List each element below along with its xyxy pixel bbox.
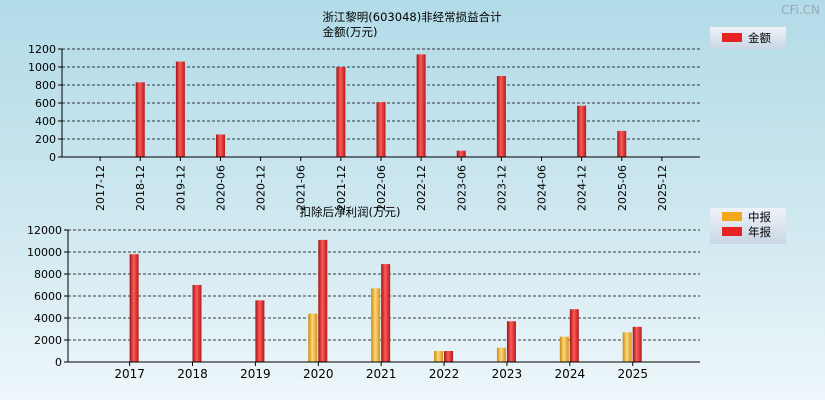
- chart2-bar-annual: [632, 326, 642, 362]
- chart1-xtick-label: 2021-06: [295, 165, 308, 211]
- chart2-xtick-label: 2023: [492, 367, 523, 381]
- chart1-ytick-label: 1000: [28, 61, 56, 74]
- chart1-xtick-label: 2019-12: [174, 165, 187, 211]
- chart2-ytick-label: 10000: [27, 246, 62, 259]
- chart2-ytick-label: 2000: [34, 334, 62, 347]
- chart2-bar-interim: [496, 347, 506, 362]
- chart2-xtick-label: 2019: [240, 367, 271, 381]
- chart2-title: 扣除后净利润(万元): [300, 205, 401, 219]
- chart1-xtick-label: 2023-06: [455, 165, 468, 211]
- chart1-xtick-label: 2017-12: [94, 165, 107, 211]
- chart1-ytick-label: 1200: [28, 43, 56, 56]
- chart2-bar-interim: [371, 288, 381, 362]
- chart2-xtick-label: 2020: [303, 367, 334, 381]
- chart1-xtick-label: 2020-12: [255, 165, 268, 211]
- chart2-bar-interim: [622, 332, 632, 362]
- chart1-xtick-label: 2025-06: [616, 165, 629, 211]
- chart1-bar: [135, 82, 145, 157]
- chart2-legend-swatch-annual: [722, 227, 742, 236]
- chart1-ylabel: 金额(万元): [323, 25, 378, 39]
- chart1-xtick-label: 2020-06: [214, 165, 227, 211]
- chart2-ytick-label: 0: [55, 356, 62, 369]
- chart2-ytick-label: 12000: [27, 224, 62, 237]
- chart2: 扣除后净利润(万元) 中报 年报 0 2000 4000 6000 8000 10000 1…: [27, 205, 786, 381]
- chart1: 浙江黎明(603048)非经常损益合计 金额(万元) 金额 0 200 400 600…: [28, 10, 786, 211]
- chart1-xtick-label: 2018-12: [134, 165, 147, 211]
- watermark: CFi.CN: [781, 3, 820, 17]
- chart1-bar: [416, 54, 426, 157]
- chart2-xtick-label: 2021: [366, 367, 397, 381]
- chart1-ytick-label: 600: [35, 97, 56, 110]
- chart2-legend-label-interim: 中报: [748, 210, 771, 224]
- chart1-xtick-label: 2021-12: [335, 165, 348, 211]
- chart2-ytick-label: 6000: [34, 290, 62, 303]
- chart2-legend-label-annual: 年报: [748, 225, 771, 239]
- chart2-y-axis: 0 2000 4000 6000 8000 10000 12000: [27, 224, 68, 369]
- chart2-bar-annual: [506, 321, 516, 362]
- chart1-bar: [376, 102, 386, 157]
- chart1-ytick-label: 800: [35, 79, 56, 92]
- chart1-xtick-label: 2024-12: [576, 165, 589, 211]
- chart1-xtick-label: 2022-06: [375, 165, 388, 211]
- chart1-bar: [456, 150, 466, 157]
- chart1-bar: [617, 130, 627, 157]
- chart1-bar: [496, 76, 506, 157]
- chart1-gridlines: [62, 48, 700, 140]
- chart2-x-axis: 2017 2018 2019 2020 2021 2022 2023 2024 2025: [114, 362, 648, 381]
- chart1-bar: [215, 134, 225, 157]
- chart1-bar: [577, 105, 587, 157]
- chart2-xtick-label: 2018: [177, 367, 208, 381]
- chart1-ytick-label: 0: [49, 151, 56, 164]
- chart2-ytick-label: 8000: [34, 268, 62, 281]
- chart1-x-axis: 2017-12 2018-12 2019-12 2020-06 2020-12 2021-…: [94, 157, 669, 211]
- chart1-legend-box: [710, 27, 786, 49]
- chart1-title: 浙江黎明(603048)非经常损益合计: [322, 10, 502, 24]
- chart2-ytick-label: 4000: [34, 312, 62, 325]
- chart2-xtick-label: 2017: [114, 367, 145, 381]
- chart1-xtick-label: 2022-12: [415, 165, 428, 211]
- chart2-bars: [129, 239, 642, 362]
- chart2-bar-annual: [192, 285, 202, 362]
- chart1-legend-label: 金额: [748, 31, 771, 45]
- chart2-xtick-label: 2022: [429, 367, 460, 381]
- chart1-legend-swatch: [722, 33, 742, 42]
- chart1-bar: [175, 61, 185, 157]
- chart1-ytick-label: 400: [35, 115, 56, 128]
- chart1-ytick-label: 200: [35, 133, 56, 146]
- chart2-bar-annual: [129, 254, 139, 362]
- chart1-xtick-label: 2023-12: [495, 165, 508, 211]
- chart2-bar-annual: [569, 309, 579, 362]
- chart2-bar-annual: [318, 239, 328, 362]
- chart1-y-axis: 0 200 400 600 800 1000 1200: [28, 43, 62, 164]
- chart1-legend: 金额: [710, 27, 786, 49]
- chart2-bar-annual: [255, 300, 265, 362]
- chart2-xtick-label: 2024: [555, 367, 586, 381]
- chart2-bar-annual: [381, 264, 391, 362]
- chart2-legend-swatch-interim: [722, 212, 742, 221]
- chart2-bar-interim: [434, 351, 444, 362]
- chart1-bars: [135, 54, 627, 157]
- chart1-bar: [336, 67, 346, 157]
- chart1-xtick-label: 2024-06: [536, 165, 549, 211]
- chart2-xtick-label: 2025: [617, 367, 648, 381]
- chart2-legend: 中报 年报: [710, 208, 786, 244]
- chart1-xtick-label: 2025-12: [656, 165, 669, 211]
- chart2-bar-interim: [559, 336, 569, 362]
- chart2-bar-annual: [444, 351, 454, 362]
- chart2-bar-interim: [308, 313, 318, 362]
